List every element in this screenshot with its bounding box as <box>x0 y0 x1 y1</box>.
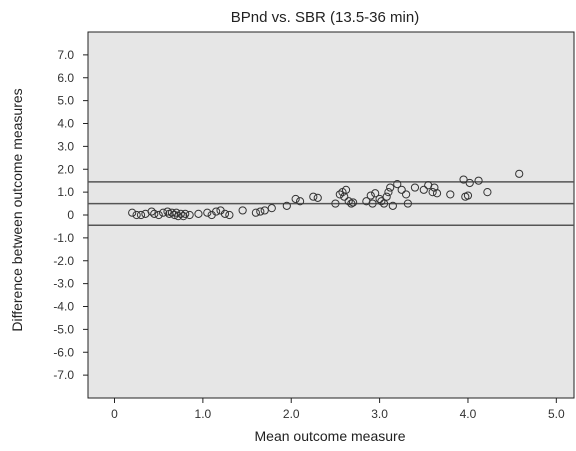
y-tick-label: 2.0 <box>57 162 74 176</box>
data-point <box>377 197 386 206</box>
y-tick-label: 4.0 <box>57 117 74 131</box>
data-point <box>379 199 389 208</box>
y-tick-label: -7.0 <box>53 368 74 382</box>
data-point <box>313 193 322 202</box>
reference-lines <box>88 181 574 227</box>
data-point <box>174 212 183 221</box>
y-tick-label: 7.0 <box>57 48 74 62</box>
x-tick-label: 5.0 <box>548 407 565 421</box>
data-point <box>136 210 146 220</box>
data-point <box>132 210 141 220</box>
data-point <box>295 197 305 206</box>
data-point <box>267 204 276 213</box>
y-tick-label: 3.0 <box>57 139 74 153</box>
y-tick-label: 1.0 <box>57 185 74 199</box>
y-tick-label: -4.0 <box>53 300 74 314</box>
data-point <box>185 210 194 220</box>
y-tick-label: -6.0 <box>53 345 74 359</box>
data-point <box>397 185 406 194</box>
data-point <box>483 188 492 197</box>
data-point <box>410 183 420 192</box>
data-point <box>375 194 384 204</box>
data-points <box>128 169 524 221</box>
data-point <box>382 192 391 201</box>
data-point <box>147 207 156 216</box>
data-point <box>347 199 356 208</box>
x-tick-label: 0 <box>111 407 118 421</box>
data-point <box>238 206 247 215</box>
y-tick-label: 5.0 <box>57 94 74 108</box>
data-point <box>128 208 137 217</box>
data-point <box>212 207 221 216</box>
data-point <box>388 201 397 210</box>
data-point <box>402 190 411 199</box>
data-point <box>386 183 395 192</box>
x-tick-label: 4.0 <box>460 407 477 421</box>
x-tick-label: 3.0 <box>371 407 388 421</box>
data-point <box>260 206 269 215</box>
x-tick-label: 1.0 <box>195 407 212 421</box>
x-axis-ticks: 0 1.0 2.0 3.0 4.0 5.0 <box>111 398 565 421</box>
y-axis-ticks: 7.0 6.0 5.0 4.0 3.0 2.0 1.0 0 -1.0 -2.0 -3.0 -4.0 -5… <box>53 48 88 382</box>
data-point <box>446 190 455 199</box>
data-point <box>163 207 172 216</box>
y-tick-label: 0 <box>67 208 74 222</box>
y-axis-label: Difference between outcome measures <box>9 88 25 331</box>
data-point <box>179 212 188 221</box>
data-point <box>384 188 393 197</box>
data-point <box>463 191 473 200</box>
chart-title: BPnd vs. SBR (13.5-36 min) <box>231 9 419 26</box>
data-point <box>150 209 159 218</box>
data-point <box>331 199 340 208</box>
data-point <box>225 210 234 220</box>
data-point <box>256 207 265 216</box>
data-point <box>159 208 168 217</box>
data-point <box>432 189 442 198</box>
data-point <box>515 169 524 178</box>
data-point <box>167 208 177 217</box>
data-point <box>220 209 230 218</box>
data-point <box>282 201 291 210</box>
data-point <box>291 194 300 204</box>
data-point <box>309 192 318 201</box>
data-point <box>181 209 190 218</box>
y-tick-label: -2.0 <box>53 254 74 268</box>
x-tick-label: 2.0 <box>283 407 300 421</box>
data-point <box>194 209 203 218</box>
data-point <box>341 185 351 194</box>
data-point <box>348 198 358 207</box>
data-point <box>170 210 179 220</box>
data-point <box>335 190 344 199</box>
y-tick-label: -1.0 <box>53 231 74 245</box>
data-point <box>428 188 437 197</box>
data-point <box>344 197 353 206</box>
data-point <box>366 191 375 200</box>
data-point <box>371 189 380 198</box>
y-tick-label: -3.0 <box>53 277 74 291</box>
data-point <box>465 178 474 188</box>
data-point <box>419 185 428 194</box>
data-point <box>459 175 468 184</box>
data-point <box>393 180 402 189</box>
y-tick-label: -5.0 <box>53 322 74 336</box>
data-point <box>368 199 377 208</box>
data-point <box>203 208 212 217</box>
x-axis-label: Mean outcome measure <box>255 428 406 444</box>
data-point <box>251 208 260 217</box>
data-point <box>176 209 185 218</box>
data-point <box>474 176 483 185</box>
data-point <box>154 210 163 220</box>
y-tick-label: 6.0 <box>57 71 74 85</box>
data-point <box>403 199 412 208</box>
